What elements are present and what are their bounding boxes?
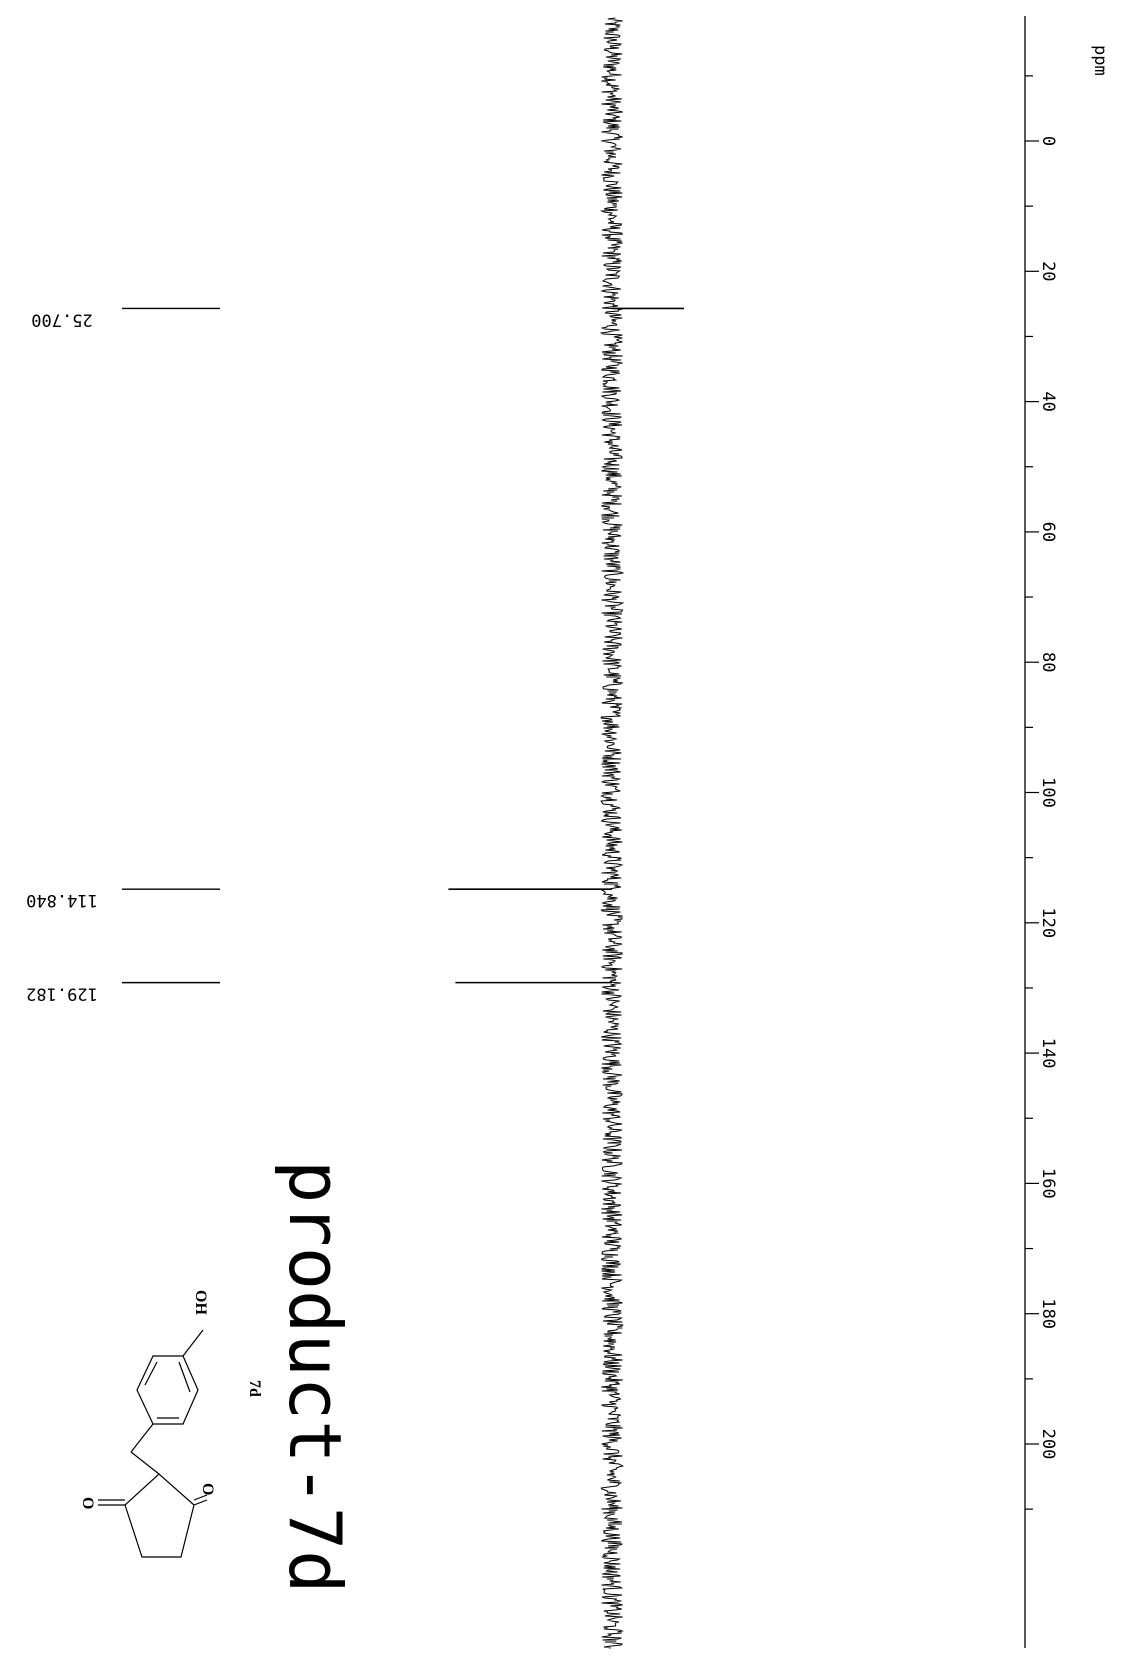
noise-baseline <box>599 17 625 1649</box>
carbonyl-oxygen-left: O <box>79 1497 96 1509</box>
tick-label: 140 <box>1038 1038 1058 1069</box>
tick-label: 180 <box>1038 1298 1058 1329</box>
hydroxyl-label: OH <box>192 1290 209 1315</box>
ppm-axis: 0 20 40 60 80 100 120 140 160 180 200 <box>1024 16 1058 1648</box>
spectrum-title: product-7d <box>273 1160 357 1593</box>
peak-label: 114.840 <box>26 890 98 910</box>
tick-label: 0 <box>1038 136 1058 146</box>
peak-label: 25.700 <box>31 309 92 329</box>
tick-label: 120 <box>1038 907 1058 938</box>
peak-lines <box>448 307 684 984</box>
tick-label: 20 <box>1038 261 1058 281</box>
tick-label: 40 <box>1038 391 1058 411</box>
tick-label: 100 <box>1038 777 1058 808</box>
chemical-structure <box>98 1329 208 1558</box>
axis-unit-label: ppm <box>1090 45 1110 76</box>
spectrum-trace <box>599 17 625 1649</box>
tick-label: 60 <box>1038 522 1058 542</box>
tick-label: 160 <box>1038 1168 1058 1199</box>
peak-label: 129.182 <box>26 984 98 1004</box>
peak-labels: 25.700 114.840 129.182 <box>26 307 220 1004</box>
tick-label: 80 <box>1038 652 1058 672</box>
carbonyl-oxygen-right: O <box>199 1483 216 1495</box>
compound-label: 7d <box>246 1380 263 1397</box>
tick-label: 200 <box>1038 1429 1058 1460</box>
